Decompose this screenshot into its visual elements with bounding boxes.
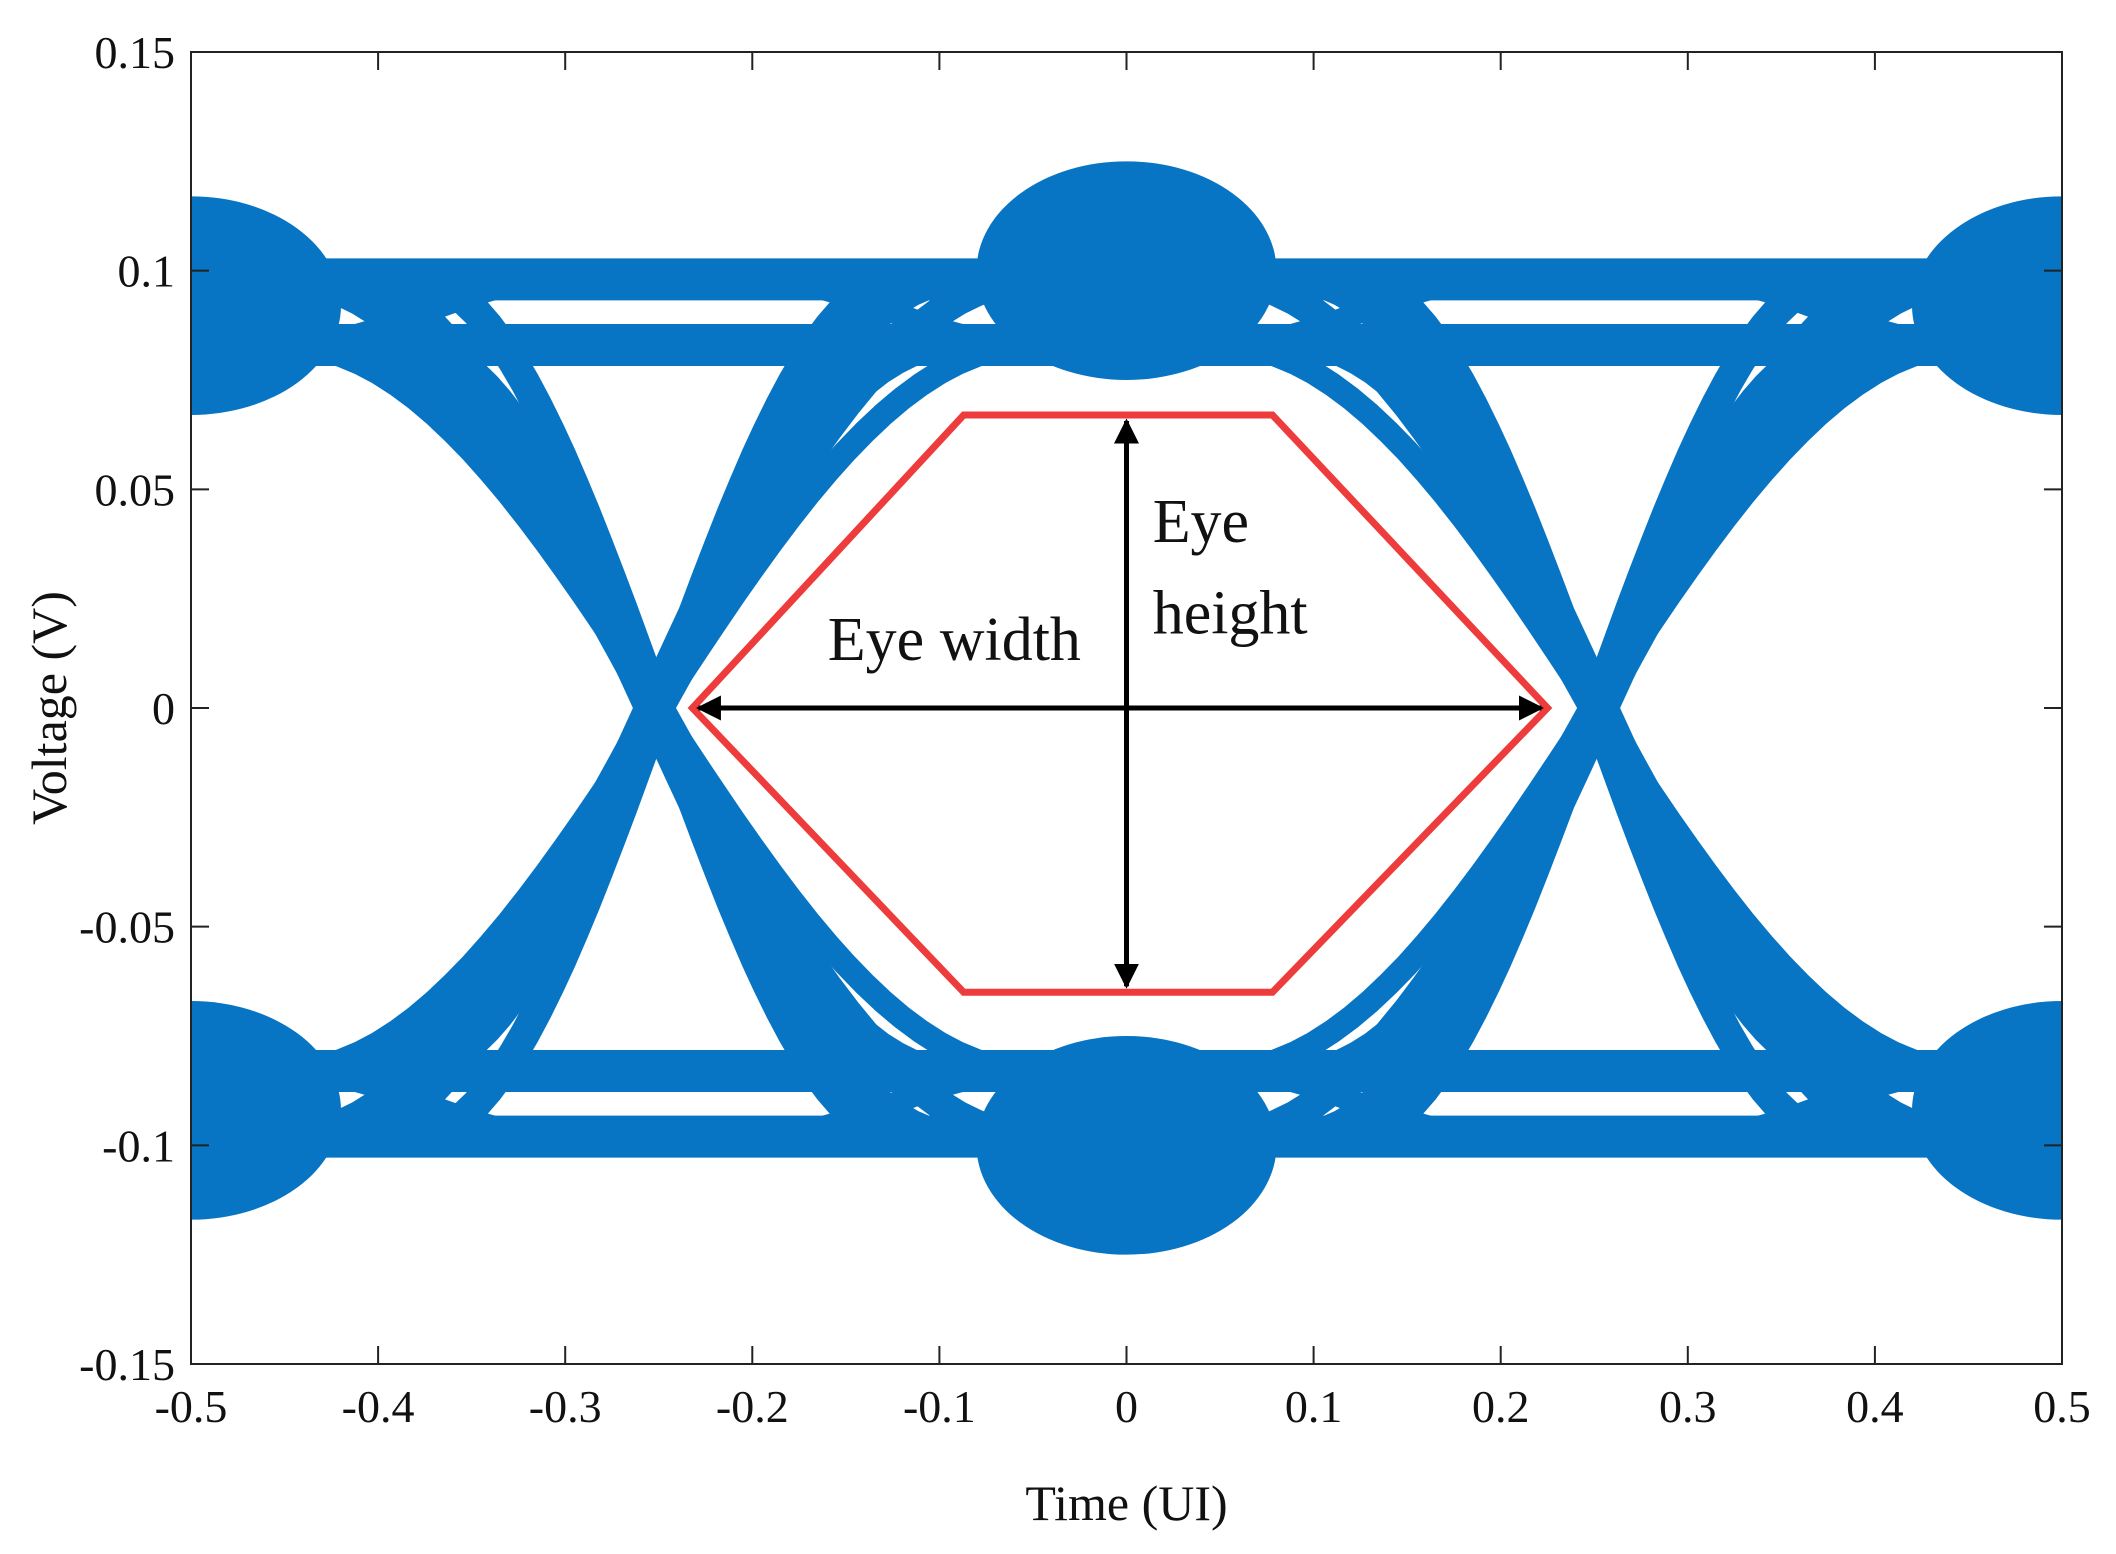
y-tick-label: 0.15 <box>95 27 176 78</box>
wiggle-trace-4 <box>741 268 1044 356</box>
x-tick-label: 0.3 <box>1659 1381 1717 1432</box>
y-tick-label: 0.1 <box>118 246 176 297</box>
x-tick-label: 0.1 <box>1285 1381 1343 1432</box>
eye-opening-overlay <box>687 411 1553 996</box>
trace-density-1 <box>191 1001 341 1220</box>
trace-density-4 <box>976 161 1277 380</box>
wiggle-trace-6 <box>741 1060 1044 1148</box>
x-tick-label: -0.2 <box>716 1381 789 1432</box>
x-axis-title: Time (UI) <box>1025 1475 1227 1531</box>
transition-trace-11 <box>403 333 914 1083</box>
trace-density-2 <box>1912 196 2062 415</box>
x-tick-label: -0.5 <box>155 1381 228 1432</box>
annotations: Eye width Eye height <box>828 488 1308 674</box>
axes: -0.5 -0.4 -0.3 -0.2 -0.1 0 0.1 0.2 0.3 0.4 0.5 -0.1… <box>21 27 2091 1531</box>
wiggle-trace-1 <box>1676 268 1980 356</box>
x-tick-label: 0 <box>1115 1381 1138 1432</box>
x-tick-label: 0.5 <box>2033 1381 2091 1432</box>
annotation-label-1: Eye <box>1153 488 1249 556</box>
y-tick-label: -0.05 <box>79 902 175 953</box>
transition-trace-23 <box>1339 333 1850 1083</box>
x-tick-label: 0.2 <box>1472 1381 1530 1432</box>
wiggle-trace-5 <box>1209 268 1512 356</box>
trace-density-3 <box>1912 1001 2062 1220</box>
x-tick-label: -0.3 <box>529 1381 602 1432</box>
x-tick-label: 0.4 <box>1846 1381 1904 1432</box>
wiggle-trace-7 <box>1209 1060 1512 1148</box>
y-tick-label: 0 <box>152 683 175 734</box>
annotation-label-0: Eye width <box>828 606 1081 674</box>
y-axis-title: Voltage (V) <box>21 591 77 825</box>
y-tick-label: 0.05 <box>95 464 176 515</box>
x-tick-label: -0.1 <box>903 1381 976 1432</box>
wiggle-trace-3 <box>1676 1060 1980 1148</box>
wiggle-trace-2 <box>273 1060 577 1148</box>
trace-density-5 <box>976 1036 1277 1255</box>
trace-density-0 <box>191 196 341 415</box>
y-tick-label: -0.1 <box>102 1120 175 1171</box>
y-tick-label: -0.15 <box>79 1339 175 1390</box>
eye-traces <box>191 161 2062 1255</box>
x-tick-label: -0.4 <box>342 1381 415 1432</box>
wiggle-trace-0 <box>273 268 577 356</box>
annotation-label-2: height <box>1153 580 1308 648</box>
